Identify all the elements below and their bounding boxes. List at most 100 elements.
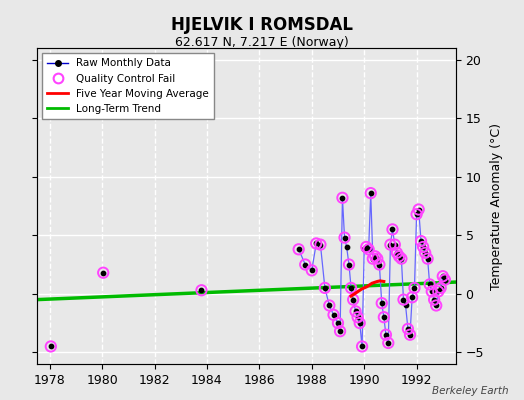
Point [380,314,388,320]
Point [371,253,379,260]
Point [393,250,401,256]
Point [362,244,370,250]
Point [329,312,337,318]
Point [439,273,447,280]
Point [412,211,421,217]
Point [425,281,434,288]
Point [388,226,397,233]
Point [316,242,324,248]
Point [334,320,342,326]
Point [316,242,324,248]
Point [399,296,408,303]
Point [414,206,423,213]
Point [375,261,384,268]
Point [342,244,351,250]
Point [362,244,370,250]
Point [366,190,375,196]
Point [388,226,397,233]
Point [373,256,381,262]
Point [430,296,438,303]
Point [421,250,429,256]
Point [325,302,334,309]
Point [421,250,429,256]
Point [308,267,316,274]
Point [378,300,386,306]
Point [197,287,205,294]
Point [404,326,412,332]
Point [336,328,344,334]
Point [364,246,373,252]
Point [430,296,438,303]
Point [412,211,421,217]
Point [384,340,392,346]
Point [340,234,348,241]
Point [397,256,406,262]
Point [432,302,440,309]
Point [99,270,107,276]
Point [351,308,359,314]
Point [397,256,406,262]
Point [347,285,355,291]
Y-axis label: Temperature Anomaly (°C): Temperature Anomaly (°C) [489,122,503,290]
Point [336,328,344,334]
Point [345,261,353,268]
Point [368,256,377,262]
Point [366,190,375,196]
Point [347,285,355,291]
Legend: Raw Monthly Data, Quality Control Fail, Five Year Moving Average, Long-Term Tren: Raw Monthly Data, Quality Control Fail, … [42,53,214,119]
Point [395,253,403,260]
Point [393,250,401,256]
Point [423,256,432,262]
Point [380,314,388,320]
Point [378,300,386,306]
Point [353,314,362,320]
Point [428,288,436,295]
Point [339,195,347,201]
Point [386,242,395,248]
Point [423,256,432,262]
Point [321,285,329,291]
Point [339,195,347,201]
Point [294,246,303,252]
Point [434,288,442,295]
Point [312,240,321,247]
Point [395,253,403,260]
Point [355,320,364,326]
Point [355,320,364,326]
Point [441,276,449,283]
Point [436,285,445,291]
Point [406,332,414,338]
Point [301,261,309,268]
Point [301,261,309,268]
Point [401,302,410,309]
Point [351,308,359,314]
Point [391,242,399,248]
Point [308,267,316,274]
Text: 62.617 N, 7.217 E (Norway): 62.617 N, 7.217 E (Norway) [175,36,349,49]
Point [325,302,334,309]
Point [349,296,357,303]
Point [381,332,390,338]
Point [197,287,205,294]
Point [375,261,384,268]
Point [399,296,408,303]
Point [419,244,427,250]
Point [371,253,379,260]
Point [329,312,337,318]
Text: HJELVIK I ROMSDAL: HJELVIK I ROMSDAL [171,16,353,34]
Point [428,288,436,295]
Point [384,340,392,346]
Point [391,242,399,248]
Point [439,273,447,280]
Point [441,276,449,283]
Point [345,261,353,268]
Point [419,244,427,250]
Point [364,246,373,252]
Point [381,332,390,338]
Point [321,285,329,291]
Point [353,314,362,320]
Text: Berkeley Earth: Berkeley Earth [432,386,508,396]
Point [340,234,348,241]
Point [404,326,412,332]
Point [425,281,434,288]
